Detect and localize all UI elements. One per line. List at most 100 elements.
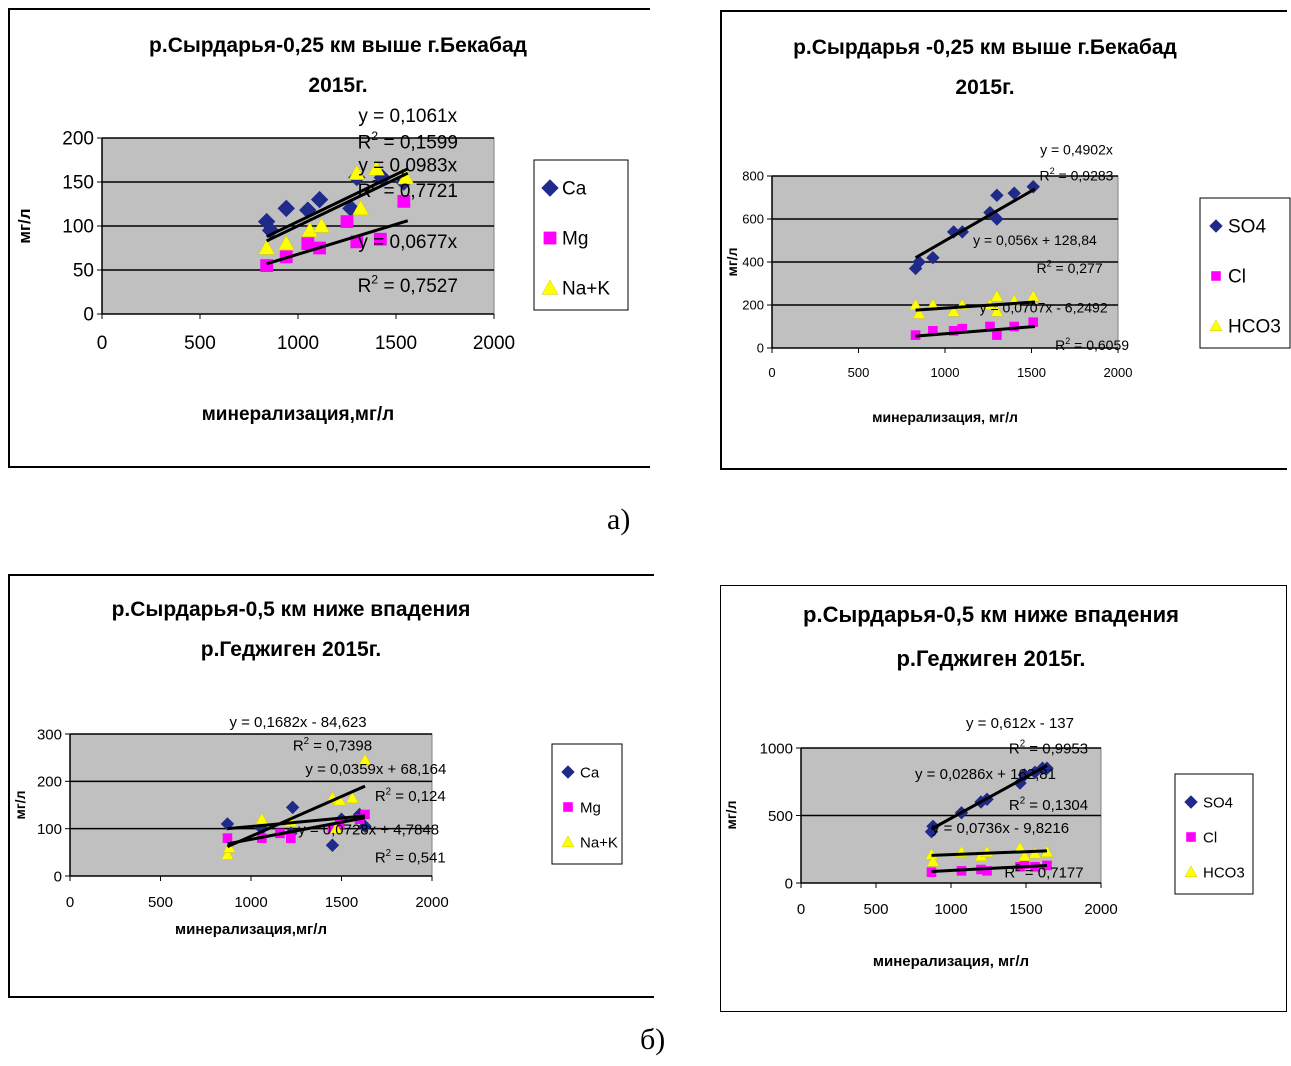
trendline-HCO3 [915, 300, 1036, 312]
x-tick-label: 0 [797, 901, 805, 918]
data-point [221, 848, 234, 860]
x-tick-label: 500 [863, 901, 888, 918]
legend-label: Na+K [562, 279, 610, 300]
x-tick-label: 1500 [1009, 901, 1042, 918]
trend-equation-label: y = 0,0286x + 162,81 [915, 766, 1056, 783]
legend-swatch [541, 179, 559, 197]
y-tick-label: 0 [83, 305, 94, 326]
series-SO4 [908, 180, 1040, 276]
data-point [373, 232, 387, 246]
data-point [397, 194, 411, 208]
trendline-Mg [227, 816, 366, 846]
r-squared-label: R2 = 0,7177 [1004, 863, 1083, 882]
x-tick-label: 500 [148, 894, 173, 911]
chart-panel-3: р.Сырдарья-0,5 км ниже впадения р.Геджиге… [8, 574, 654, 998]
caption-a: а) [607, 503, 631, 536]
x-tick-label: 0 [66, 894, 74, 911]
data-point [222, 833, 233, 843]
trendline-Cl [915, 325, 1036, 338]
trend-equation-label: y = 0,0677x [358, 232, 457, 253]
legend-label: SO4 [1228, 217, 1266, 238]
data-point [340, 215, 354, 228]
y-tick-label: 200 [742, 298, 764, 313]
y-tick-label: 0 [54, 868, 62, 885]
data-point [277, 235, 295, 251]
chart-3: р.Сырдарья-0,5 км ниже впадения р.Геджиге… [12, 598, 623, 938]
data-point [358, 753, 372, 766]
data-point [926, 867, 937, 877]
trend-equation-label: y = 0,056x + 128,84 [973, 232, 1097, 248]
x-tick-label: 2000 [1084, 901, 1117, 918]
y-axis-label: мг/л [15, 208, 34, 243]
data-point [928, 326, 938, 336]
data-point [1026, 180, 1040, 194]
legend-swatch [563, 802, 573, 812]
trend-equation-label: y = 0,0359x + 68,164 [305, 761, 446, 778]
y-tick-label: 150 [62, 173, 94, 194]
legend-swatch [1184, 865, 1198, 878]
trend-equation-label: y = 0,0736x - 9,8216 [932, 820, 1069, 837]
r-squared-label: R2 = 0,9953 [1009, 739, 1088, 758]
data-point [348, 164, 366, 180]
data-point [327, 823, 338, 834]
x-tick-label: 1000 [931, 365, 960, 380]
legend-swatch [1209, 219, 1223, 233]
chart-title-line: р.Сырдарья-0,5 км ниже впадения [112, 598, 471, 621]
x-tick-label: 1000 [234, 894, 267, 911]
data-point [912, 255, 926, 269]
chart-title-line: р.Сырдарья-0,5 км ниже впадения [803, 602, 1179, 627]
data-point [345, 791, 359, 803]
y-tick-label: 200 [37, 774, 62, 791]
legend-label: HCO3 [1203, 864, 1245, 881]
data-point [1018, 849, 1031, 862]
data-point [285, 800, 300, 815]
chart-title-line: р.Геджиген 2015г. [201, 638, 381, 661]
y-tick-label: 500 [768, 808, 793, 825]
legend-swatch [543, 231, 557, 245]
data-point [947, 304, 961, 317]
chart-title-line: р.Сырдарья-0,25 км выше г.Бекабад [149, 34, 527, 57]
trendline-SO4 [930, 764, 1048, 831]
chart-panel-4: р.Сырдарья-0,5 км ниже впадения р.Геджиге… [720, 585, 1287, 1012]
legend-swatch [1186, 832, 1196, 842]
x-tick-label: 1500 [1017, 365, 1046, 380]
x-tick-label: 1000 [277, 333, 319, 354]
legend-label: HCO3 [1228, 317, 1281, 338]
y-axis-label: мг/л [12, 791, 28, 820]
y-tick-label: 1000 [760, 740, 793, 757]
x-axis-label: минерализация, мг/л [873, 953, 1029, 970]
data-point [990, 212, 1004, 226]
r-squared-label: R2 = 0,7721 [358, 177, 458, 202]
data-point [258, 239, 276, 255]
chart-1: р.Сырдарья-0,25 км выше г.Бекабад 2015г. 0… [15, 34, 629, 425]
data-point [948, 326, 959, 336]
y-tick-label: 0 [785, 875, 793, 892]
x-tick-label: 2000 [415, 894, 448, 911]
data-point [301, 237, 315, 250]
chart-2: р.Сырдарья -0,25 км выше г.Бекабад 2015г.… [724, 36, 1291, 425]
x-tick-label: 1500 [325, 894, 358, 911]
data-point [310, 190, 329, 209]
legend-label: Cl [1203, 829, 1217, 846]
r-squared-label: R2 = 0,277 [1036, 258, 1102, 275]
x-tick-label: 1500 [375, 333, 417, 354]
data-point [360, 809, 370, 820]
legend-swatch [1211, 271, 1221, 281]
y-tick-label: 100 [62, 217, 94, 238]
data-point [1028, 317, 1039, 327]
data-point [1009, 321, 1019, 332]
x-tick-label: 2000 [473, 333, 515, 354]
r-squared-label: R2 = 0,7527 [358, 272, 458, 297]
trendline-Na+K [226, 784, 366, 849]
y-axis-label: мг/л [723, 801, 739, 830]
legend-label: Ca [562, 179, 587, 200]
data-point [325, 838, 340, 852]
legend-label: Mg [580, 799, 601, 816]
data-point [301, 221, 319, 238]
r-squared-label: R2 = 0,1304 [1009, 795, 1088, 814]
legend-swatch [561, 835, 575, 848]
data-point [957, 323, 968, 334]
x-axis-label: минерализация, мг/л [872, 409, 1018, 425]
legend-label: Cl [1228, 267, 1246, 288]
chart-title-line: 2015г. [955, 76, 1014, 99]
